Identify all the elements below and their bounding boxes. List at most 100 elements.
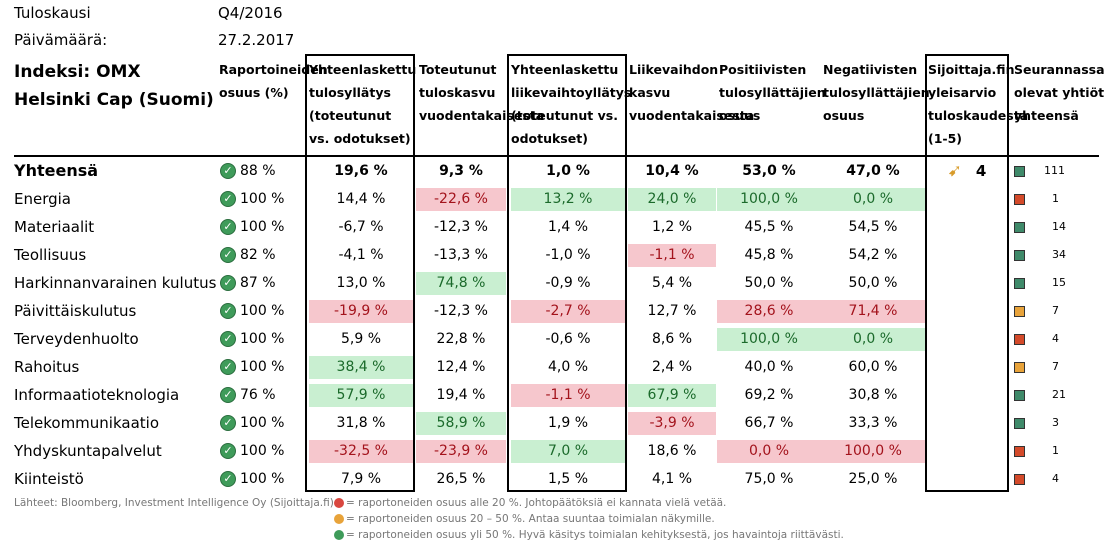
checkmark-icon: ✓ [220, 471, 236, 487]
checkmark-icon: ✓ [220, 247, 236, 263]
eps-growth-cell: -23,9 % [416, 440, 506, 463]
sources-text: Lähteet: Bloomberg, Investment Intellige… [14, 497, 334, 509]
negative-cell: 54,2 % [848, 247, 898, 263]
followed-cell: 111 [1044, 164, 1065, 177]
eps-surprise-cell: 31,8 % [336, 415, 386, 431]
rev-surprise-cell: -0,9 % [545, 275, 591, 291]
checkmark-icon: ✓ [220, 163, 236, 179]
reported-cell: ✓ 88 % [220, 157, 295, 185]
followed-cell: 21 [1052, 388, 1066, 401]
status-square-icon [1014, 306, 1025, 317]
table-row: Kiinteistö ✓ 100 % 7,9 % 26,5 % 1,5 % 4,1 % 75,… [0, 465, 1110, 493]
green-check-icon [334, 530, 344, 540]
table-row: Telekommunikaatio ✓ 100 % 31,8 % 58,9 % 1,9 %… [0, 409, 1110, 437]
positive-cell: 69,2 % [744, 387, 794, 403]
status-square-icon [1014, 250, 1025, 261]
table-row: Harkinnanvarainen kulutus ✓ 87 % 13,0 % 74,8… [0, 269, 1110, 297]
eps-surprise-cell: -19,9 % [309, 300, 413, 323]
rev-growth-cell: 5,4 % [651, 275, 693, 291]
estimate-column-frame [925, 54, 1009, 492]
eps-surprise-cell: -32,5 % [309, 440, 413, 463]
rev-growth-cell: 2,4 % [651, 359, 693, 375]
estimate-cell: ➹ 4 [930, 157, 1004, 185]
positive-cell: 45,5 % [744, 219, 794, 235]
followed-cell: 3 [1052, 416, 1059, 429]
eps-growth-cell: 22,8 % [436, 331, 486, 347]
reported-cell: ✓ 100 % [220, 437, 295, 465]
status-square-icon [1014, 418, 1025, 429]
eps-growth-cell: -12,3 % [434, 219, 488, 235]
eps-surprise-cell: 13,0 % [336, 275, 386, 291]
row-label: Informaatioteknologia [14, 386, 180, 404]
rev-surprise-cell: 1,5 % [547, 471, 589, 487]
legend-orange: = raportoneiden osuus 20 – 50 %. Antaa s… [334, 513, 715, 525]
positive-cell: 75,0 % [744, 471, 794, 487]
table-row: Päivittäiskulutus ✓ 100 % -19,9 % -12,3 % -2,… [0, 297, 1110, 325]
rev-surprise-cell: -0,6 % [545, 331, 591, 347]
red-x-icon [334, 498, 344, 508]
status-square-icon [1014, 334, 1025, 345]
table-row: Teollisuus ✓ 82 % -4,1 % -13,3 % -1,0 % -1,1 %… [0, 241, 1110, 269]
negative-cell: 25,0 % [848, 471, 898, 487]
rev-growth-cell: 8,6 % [651, 331, 693, 347]
reported-cell: ✓ 100 % [220, 353, 295, 381]
eps-surprise-cell: 57,9 % [309, 384, 413, 407]
col-header-positive: Positiivisten tulosyllättäjien osuus [719, 62, 826, 123]
status-square-icon [1014, 474, 1025, 485]
checkmark-icon: ✓ [220, 443, 236, 459]
table-row: Rahoitus ✓ 100 % 38,4 % 12,4 % 4,0 % 2,4 % 40,0… [0, 353, 1110, 381]
negative-cell: 100,0 % [821, 440, 925, 463]
eps-growth-cell: 12,4 % [436, 359, 486, 375]
reported-cell: ✓ 76 % [220, 381, 295, 409]
eps-surprise-column-frame [305, 54, 415, 492]
positive-cell: 28,6 % [717, 300, 821, 323]
rev-surprise-cell: 1,4 % [547, 219, 589, 235]
eps-growth-cell: -13,3 % [434, 247, 488, 263]
row-label: Yhdyskuntapalvelut [14, 442, 162, 460]
positive-cell: 100,0 % [717, 328, 821, 351]
positive-cell: 45,8 % [744, 247, 794, 263]
eps-surprise-cell: 7,9 % [340, 471, 382, 487]
reported-cell: ✓ 100 % [220, 185, 295, 213]
table-row-total: Yhteensä ✓ 88 % 19,6 % 9,3 % 1,0 % 10,4 %… [0, 157, 1110, 185]
eps-surprise-cell: -6,7 % [338, 219, 384, 235]
status-square-icon [1014, 222, 1025, 233]
header-divider [14, 155, 1099, 157]
negative-cell: 54,5 % [848, 219, 898, 235]
negative-cell: 50,0 % [848, 275, 898, 291]
table-row: Terveydenhuolto ✓ 100 % 5,9 % 22,8 % -0,6 % 8,… [0, 325, 1110, 353]
eps-surprise-cell: 38,4 % [309, 356, 413, 379]
negative-cell: 0,0 % [821, 188, 925, 211]
row-label: Materiaalit [14, 218, 95, 236]
checkmark-icon: ✓ [220, 387, 236, 403]
col-header-followed: Seurannassa olevat yhtiöt yhteensä [1014, 62, 1105, 123]
row-label: Harkinnanvarainen kulutus [14, 274, 217, 292]
eps-growth-cell: 26,5 % [436, 471, 486, 487]
negative-cell: 71,4 % [821, 300, 925, 323]
followed-cell: 14 [1052, 220, 1066, 233]
eps-growth-cell: 74,8 % [416, 272, 506, 295]
rev-surprise-cell: 4,0 % [547, 359, 589, 375]
checkmark-icon: ✓ [220, 331, 236, 347]
checkmark-icon: ✓ [220, 191, 236, 207]
rev-surprise-cell: 7,0 % [511, 440, 625, 463]
row-label: Päivittäiskulutus [14, 302, 137, 320]
rev-growth-cell: 18,6 % [647, 443, 697, 459]
eps-growth-cell: -12,3 % [434, 303, 488, 319]
positive-cell: 40,0 % [744, 359, 794, 375]
positive-cell: 53,0 % [742, 163, 796, 179]
rev-growth-cell: 12,7 % [647, 303, 697, 319]
row-label: Telekommunikaatio [14, 414, 160, 432]
status-square-icon [1014, 362, 1025, 373]
legend-red: = raportoneiden osuus alle 20 %. Johtopä… [334, 497, 726, 509]
checkmark-icon: ✓ [220, 275, 236, 291]
followed-cell: 1 [1052, 192, 1059, 205]
negative-cell: 47,0 % [846, 163, 900, 179]
eps-surprise-cell: 14,4 % [336, 191, 386, 207]
rev-growth-cell: 67,9 % [628, 384, 716, 407]
negative-cell: 0,0 % [821, 328, 925, 351]
thumb-up-icon: ➹ [947, 161, 962, 181]
reported-cell: ✓ 87 % [220, 269, 295, 297]
positive-cell: 50,0 % [744, 275, 794, 291]
date-row: Päivämäärä: 27.2.2017 [14, 31, 294, 49]
